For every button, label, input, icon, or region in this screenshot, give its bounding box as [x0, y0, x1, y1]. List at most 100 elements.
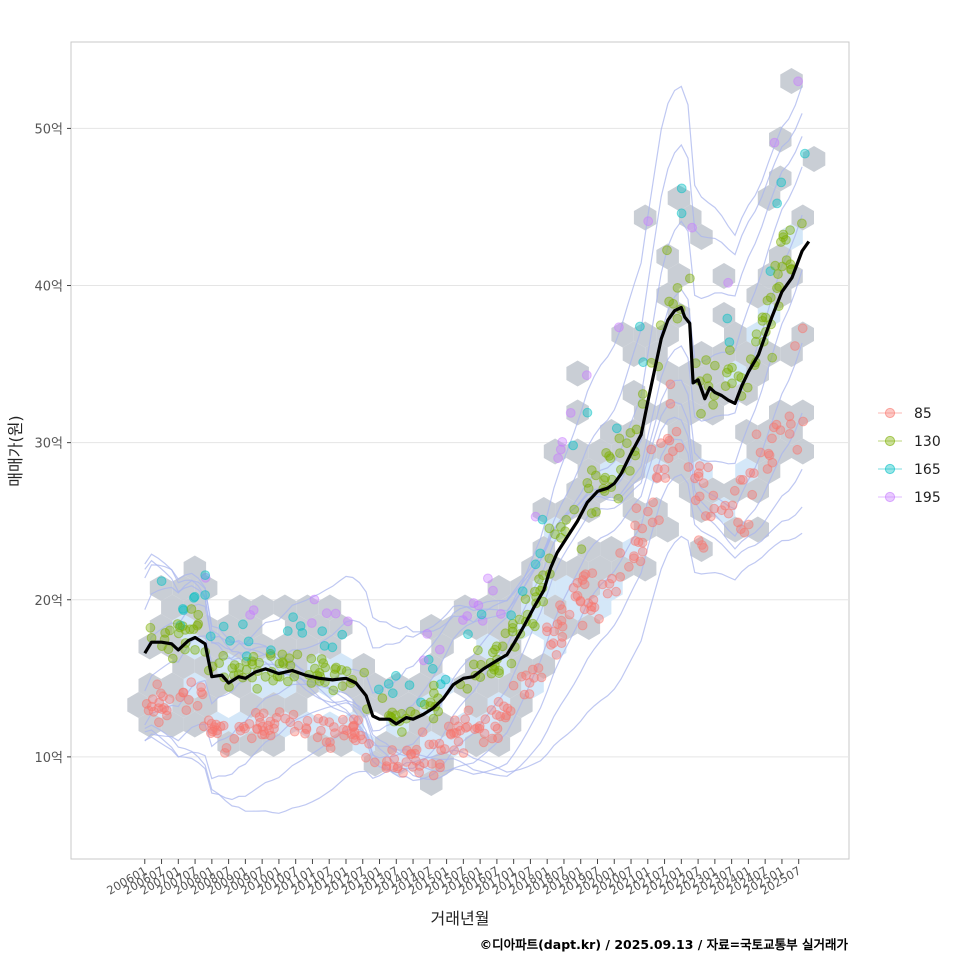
transaction-point: [516, 671, 527, 682]
transaction-point: [428, 680, 439, 691]
transaction-point: [555, 444, 566, 455]
hexbin-cell: [791, 321, 814, 348]
contour-line: [144, 473, 803, 801]
transaction-point: [569, 504, 580, 515]
transaction-point: [318, 716, 329, 726]
transaction-point: [738, 475, 748, 485]
transaction-point: [611, 586, 621, 597]
transaction-point: [473, 600, 484, 611]
transaction-point: [274, 707, 285, 717]
transaction-point: [568, 440, 578, 451]
transaction-point: [615, 448, 625, 459]
transaction-point: [651, 472, 662, 483]
transaction-point: [631, 503, 642, 514]
hexbin-cell: [656, 399, 679, 426]
transaction-point: [542, 626, 552, 637]
hexbin-cell: [780, 68, 803, 94]
transaction-point: [500, 628, 511, 639]
hexbin-cell: [678, 477, 702, 504]
transaction-point: [445, 728, 456, 739]
transaction-point: [260, 671, 271, 682]
transaction-point: [557, 631, 568, 642]
transaction-point: [594, 614, 604, 624]
transaction-point: [196, 687, 207, 698]
legend-key-point: [884, 491, 896, 503]
transaction-point: [361, 752, 371, 763]
transaction-point: [668, 446, 678, 457]
transaction-point: [505, 706, 516, 716]
transaction-point: [462, 683, 473, 694]
transaction-point: [765, 292, 776, 303]
transaction-point: [218, 621, 229, 632]
transaction-point: [549, 626, 559, 637]
hexbin-cell: [307, 614, 330, 640]
hexbin-cell: [701, 360, 724, 387]
transaction-point: [468, 659, 479, 670]
transaction-point: [755, 447, 766, 458]
transaction-point: [405, 706, 416, 717]
transaction-point: [192, 700, 203, 711]
transaction-point: [597, 579, 608, 590]
transaction-point: [434, 759, 445, 770]
transaction-point: [591, 470, 601, 481]
transaction-point: [776, 177, 787, 188]
transaction-point: [163, 644, 174, 655]
transaction-point: [192, 620, 203, 631]
transaction-point: [496, 609, 506, 619]
transaction-point: [330, 608, 341, 619]
hexbin-cell: [701, 477, 724, 504]
hexbin-cell: [183, 594, 207, 621]
transaction-point: [427, 759, 437, 769]
transaction-point: [533, 663, 544, 673]
transaction-point: [633, 537, 644, 548]
transaction-point: [250, 707, 261, 718]
transaction-point: [359, 667, 370, 678]
transaction-point: [397, 727, 407, 737]
y-axis-title: 매매가(원): [6, 415, 25, 486]
transaction-point: [225, 635, 235, 646]
transaction-point: [146, 701, 157, 712]
transaction-point: [218, 650, 229, 661]
transaction-point: [377, 693, 388, 703]
transaction-point: [751, 429, 762, 440]
transaction-point: [568, 583, 579, 593]
transaction-point: [433, 706, 444, 717]
hexbin-cell: [239, 692, 263, 718]
transaction-point: [769, 137, 780, 148]
transaction-point: [243, 636, 254, 647]
transaction-point: [629, 553, 639, 564]
transaction-point: [238, 721, 249, 732]
y-axis: 10억 20억 30억 40억 50억: [34, 122, 71, 766]
transaction-point: [417, 727, 428, 738]
transaction-point: [337, 629, 348, 640]
transaction-point: [411, 755, 421, 766]
transaction-point: [721, 367, 732, 378]
transaction-point: [768, 422, 779, 433]
transaction-point: [555, 600, 565, 611]
transaction-point: [774, 281, 784, 292]
transaction-point: [252, 683, 263, 694]
transaction-point: [478, 737, 489, 748]
transaction-point: [665, 379, 676, 390]
transaction-point: [588, 595, 599, 605]
transaction-point: [288, 612, 299, 622]
y-tick-label: 50억: [34, 122, 63, 137]
legend-key-point: [884, 407, 896, 419]
transaction-point: [338, 714, 348, 725]
transaction-point: [506, 610, 517, 621]
transaction-point: [660, 473, 671, 483]
transaction-point: [317, 626, 328, 636]
transaction-point: [548, 638, 559, 649]
hexbin-cell: [161, 711, 184, 738]
transaction-point: [502, 703, 513, 714]
transaction-point: [309, 594, 320, 605]
transaction-point: [790, 341, 800, 351]
transaction-point: [659, 464, 670, 475]
transaction-point: [404, 680, 415, 690]
hexbin-cell: [712, 263, 736, 289]
transaction-point: [387, 688, 398, 699]
hexbin-cell: [577, 536, 601, 562]
transaction-point: [178, 604, 188, 614]
transaction-point: [767, 433, 777, 444]
transaction-point: [537, 514, 548, 525]
